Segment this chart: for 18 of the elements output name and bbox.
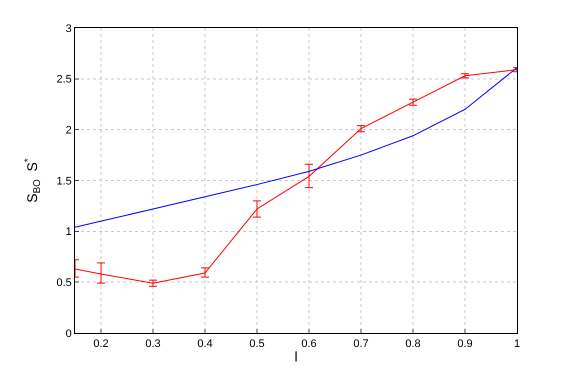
x-tick-label: 0.2 xyxy=(93,338,109,350)
y-tick-label: 3 xyxy=(66,22,72,35)
x-tick-label: 0.6 xyxy=(301,338,317,350)
x-tick-label: 0.8 xyxy=(405,338,421,350)
y-tick-label: 1.5 xyxy=(56,175,72,188)
x-tick-label: 0.9 xyxy=(457,338,473,350)
y-tick-label: 0 xyxy=(66,328,72,340)
y-tick-label: 0.5 xyxy=(56,277,72,290)
y-tick-label: 1 xyxy=(66,226,72,238)
x-tick-label: 0.7 xyxy=(353,338,369,350)
x-axis-title: l xyxy=(294,348,298,364)
line-series xyxy=(75,67,517,228)
x-tick-label: 0.5 xyxy=(249,338,265,350)
x-tick-label: 1 xyxy=(514,338,520,350)
x-tick-label: 0.4 xyxy=(197,338,213,350)
y-tick-label: 2 xyxy=(66,124,72,137)
y-tick-label: 2.5 xyxy=(56,74,72,86)
x-tick-label: 0.3 xyxy=(145,338,161,350)
